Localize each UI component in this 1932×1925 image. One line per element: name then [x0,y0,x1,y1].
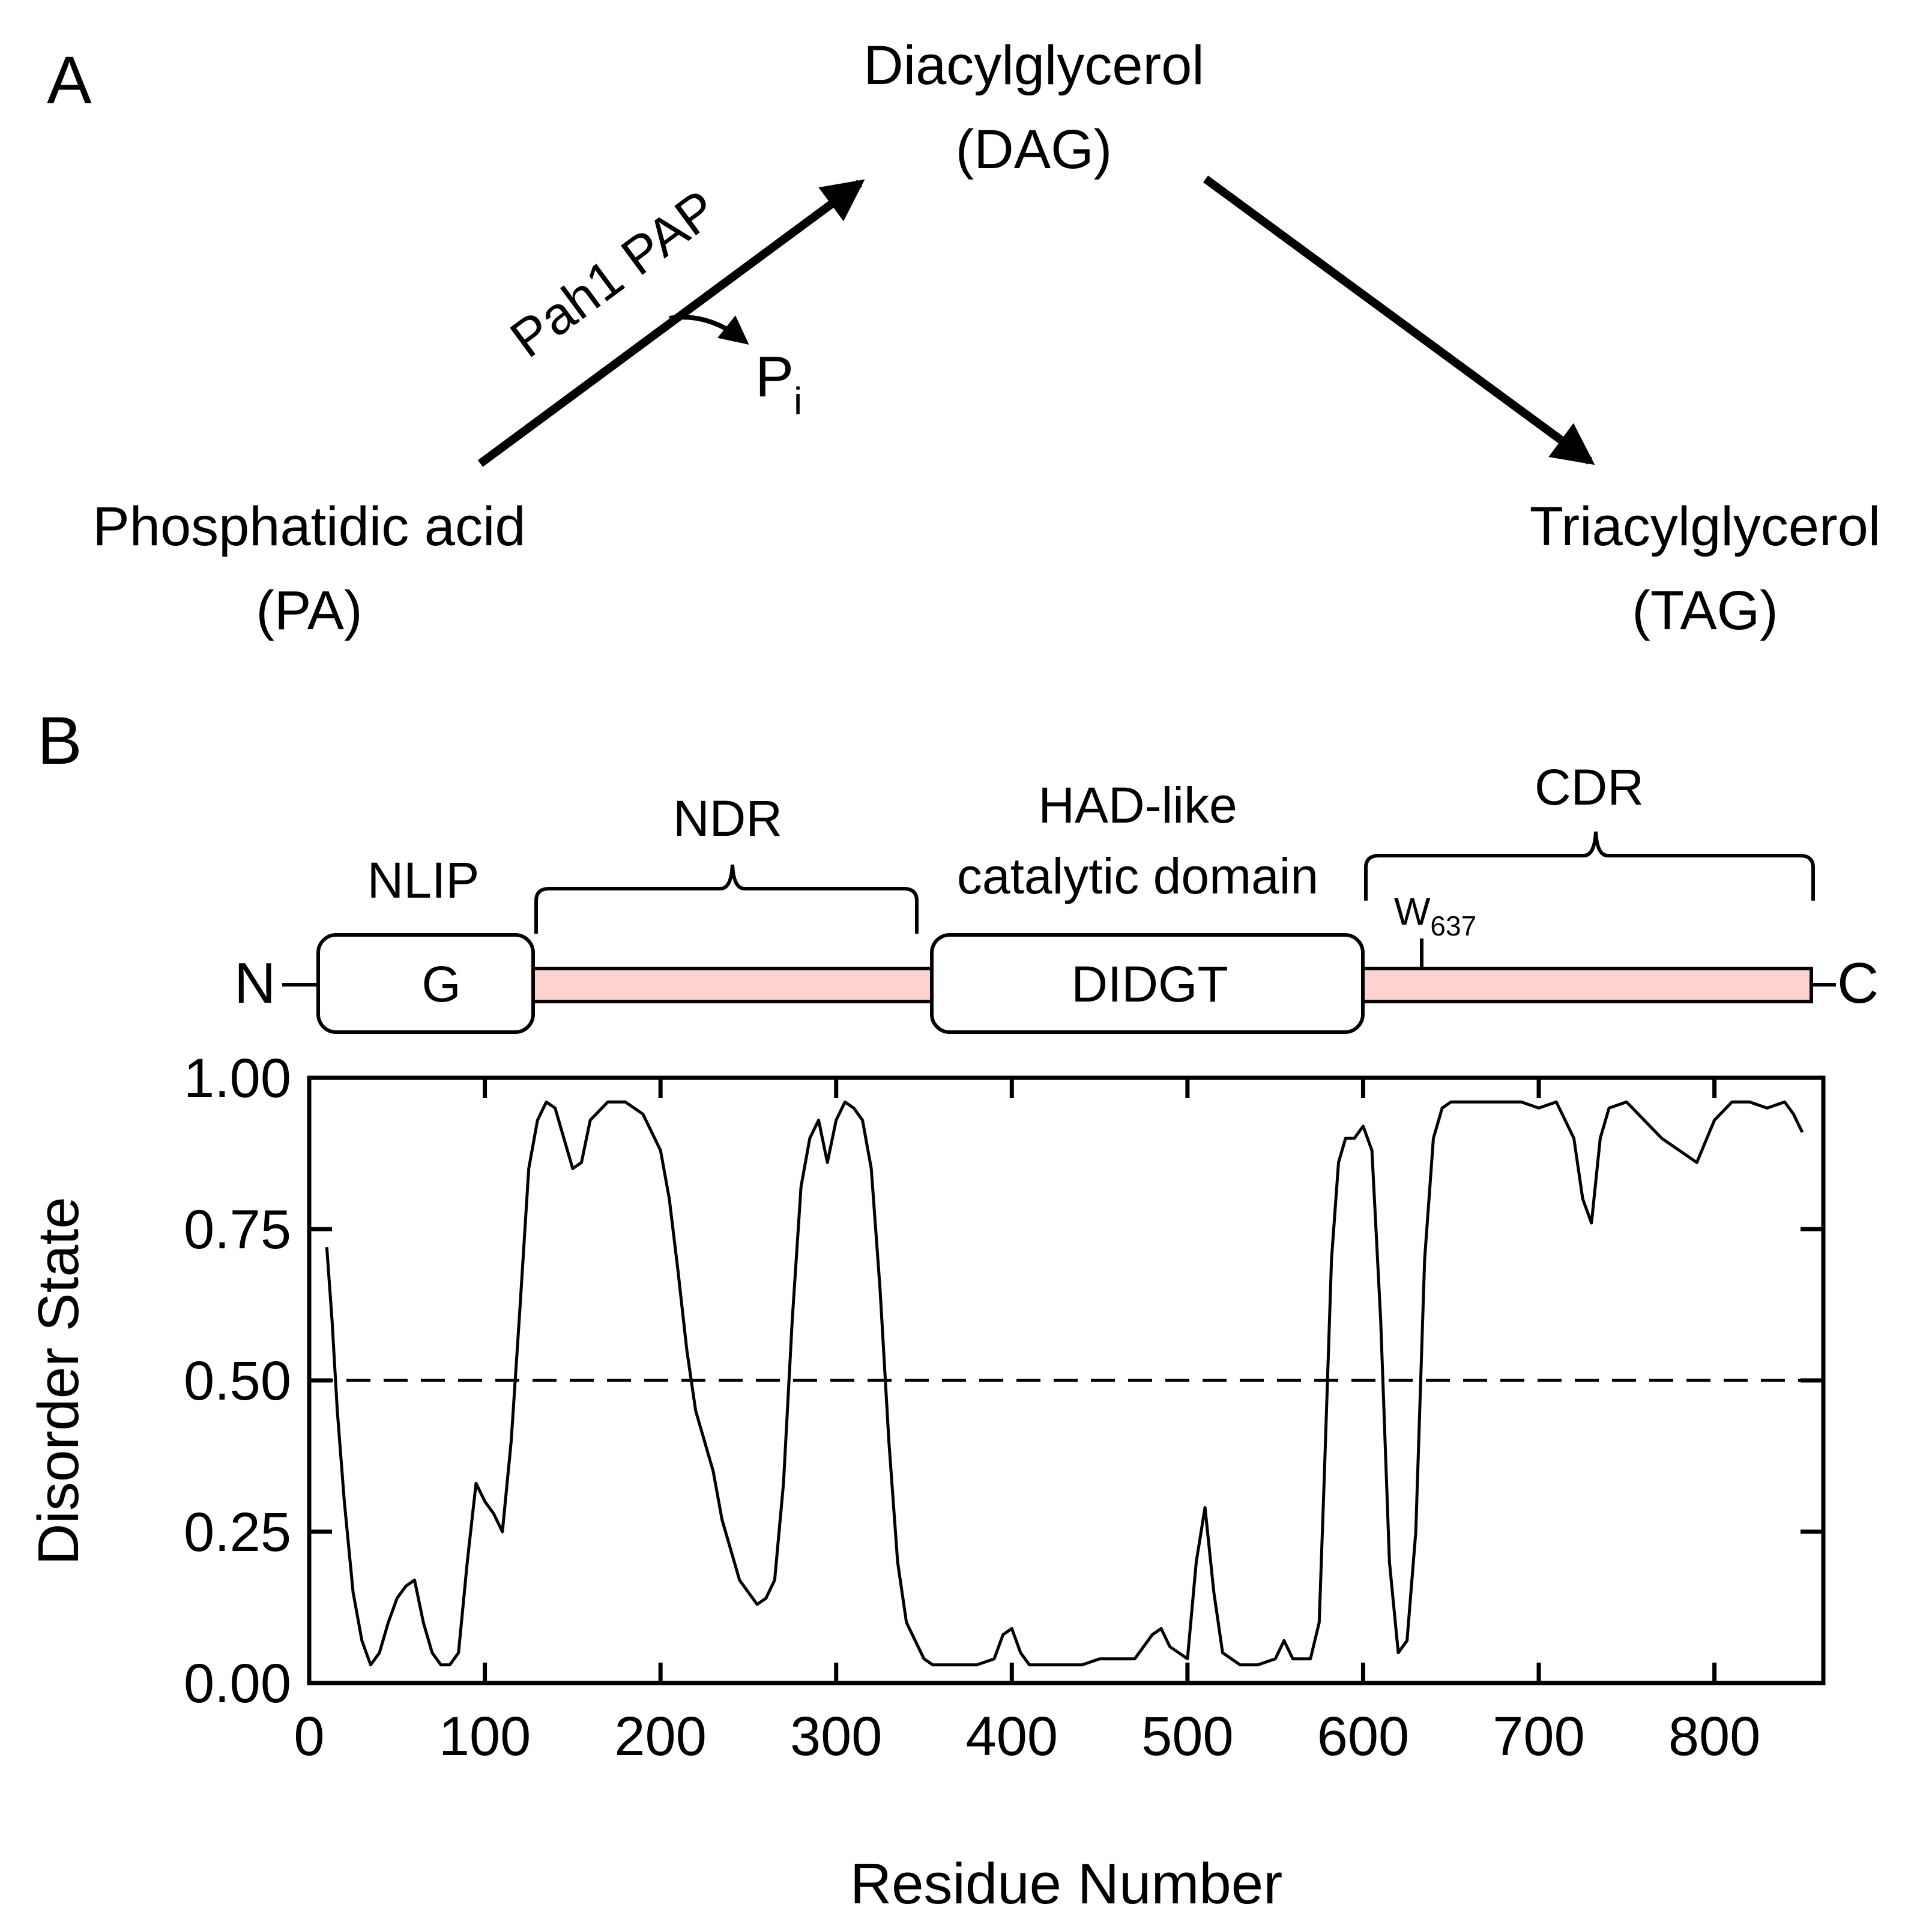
panel-a-label: A [47,43,92,118]
n-terminus: N [234,951,276,1015]
x-ticks: 0 100 200 300 400 500 600 700 800 [294,1078,1760,1767]
ndr-bar [530,967,934,1003]
cdr-brace [1364,831,1815,901]
had-label-line1: HAD-like [1038,777,1237,833]
y-tick-label: 0.50 [184,1350,291,1412]
nlip-motif: G [421,956,460,1012]
cdr-label: CDR [1535,759,1644,815]
x-tick-label: 700 [1493,1706,1585,1767]
w637-main: W [1394,890,1431,933]
ndr-brace [534,864,919,934]
pa-abbr: (PA) [256,580,362,641]
had-domain-box [930,933,1365,1034]
dag-name: Diacylglycerol [863,35,1204,96]
dag-abbr: (DAG) [956,119,1112,180]
cdr-bar [1361,967,1813,1003]
pa-name: Phosphatidic acid [92,496,525,557]
dag-to-tag-arrow [1203,175,1595,465]
pi-sub: i [794,379,802,423]
pi-release-arrow [669,315,749,345]
tag-name: Triacylglycerol [1530,496,1880,557]
y-tick-label: 0.00 [184,1653,291,1714]
had-motif: DIDGT [1071,956,1228,1012]
panel-b: B N G NLIP DIDGT HAD-like catalytic doma… [37,703,1879,1034]
c-terminus: C [1837,951,1879,1015]
x-tick-label: 600 [1317,1706,1410,1767]
pi-main: P [755,345,794,409]
y-tick-label: 0.75 [184,1199,291,1260]
x-tick-label: 500 [1141,1706,1234,1767]
enzyme-label: Pah1 PAP [500,178,728,369]
y-tick-label: 1.00 [184,1048,291,1109]
x-tick-label: 100 [439,1706,531,1767]
panel-b-label: B [37,703,82,778]
pi-label: Pi [755,345,802,423]
x-tick-label: 0 [294,1706,324,1767]
ndr-label: NDR [673,790,782,847]
disorder-chart: 0.00 0.25 0.50 0.75 1.00 0 100 200 300 400 500 600… [26,1048,1826,1916]
y-tick-label: 0.25 [184,1502,291,1563]
panel-a: A Diacylglycerol (DAG) Phosphatidic acid… [47,35,1880,641]
had-label-line2: catalytic domain [957,848,1318,904]
w637-sub: 637 [1430,910,1476,941]
w637-label: W637 [1394,890,1476,941]
x-tick-label: 200 [614,1706,707,1767]
pa-to-dag-arrow [477,179,865,467]
nlip-label: NLIP [367,852,480,908]
disorder-curve [325,1100,1804,1667]
x-axis-label: Residue Number [850,1852,1282,1916]
x-tick-label: 800 [1668,1706,1761,1767]
nlip-box [316,933,535,1034]
y-axis-label: Disorder State [26,1197,91,1565]
x-tick-label: 300 [790,1706,883,1767]
tag-abbr: (TAG) [1632,580,1778,641]
x-tick-label: 400 [966,1706,1058,1767]
